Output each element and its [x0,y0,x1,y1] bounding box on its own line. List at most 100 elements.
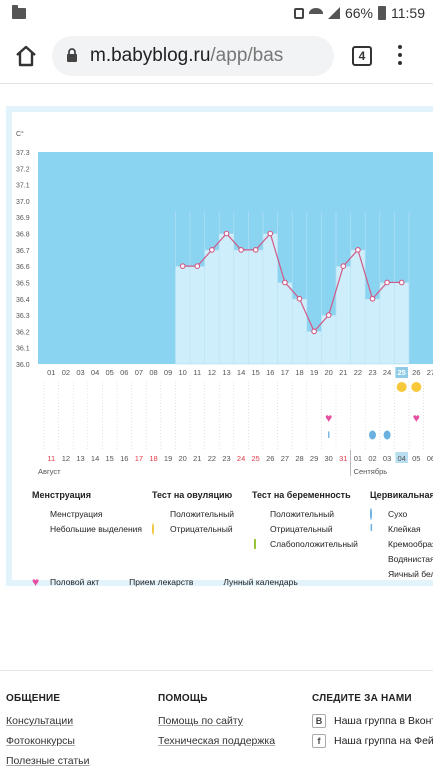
overflow-menu-icon[interactable] [397,45,403,67]
date-label: 14 [91,454,99,463]
footer-link-consultations[interactable]: Консультации [6,715,74,727]
legend-item: Слабоположительный [270,538,358,549]
y-tick-label: 36.0 [16,362,30,369]
legend-cervical-title: Цервикальная ж [370,490,433,500]
date-label: 02 [368,454,376,463]
y-tick-label: 36.1 [16,346,30,353]
url-host: m.babyblog.ru [90,45,211,66]
date-label: 26 [266,454,274,463]
y-tick-label: 36.5 [16,280,30,287]
temperature-point [340,263,347,270]
cycle-day-label: 21 [339,368,347,377]
cycle-day-label: 10 [179,368,187,377]
cycle-day-label: 19 [310,368,318,377]
footer-link-site-help[interactable]: Помощь по сайту [158,715,244,727]
y-tick-label: 37.2 [16,166,30,173]
legend-item: Прием лекарств [129,576,194,587]
cycle-day-label: 09 [164,368,172,377]
cycle-day-label: 14 [237,368,245,377]
current-day-highlight [395,367,408,378]
date-label: 22 [208,454,216,463]
home-icon[interactable] [14,44,38,68]
temperature-point [194,263,201,270]
legend-item: Кремообразн [388,538,433,549]
temperature-point [282,279,288,286]
legend-ovulation-test: Тест на овуляцию Положительный Отрицател… [152,490,234,536]
cycle-day-label: 25 [398,368,406,377]
date-label: 13 [76,454,84,463]
cycle-day-label: 22 [354,368,362,377]
legend-pregnancy-title: Тест на беременность [252,490,351,500]
temperature-point [238,246,244,253]
clock: 11:59 [391,5,425,21]
tabs-count-button[interactable]: 4 [352,46,372,66]
footer-link-facebook[interactable]: f Наша группа на Фейс [312,734,433,748]
cervical-watery-marker [383,430,391,440]
cycle-day-label: 13 [222,368,230,377]
date-label: 01 [354,454,362,463]
cervical-sticky-marker: I [327,430,330,440]
date-label: 20 [179,454,187,463]
date-label: 12 [62,454,70,463]
temperature-line [182,232,402,333]
sticky-icon: I [370,522,373,534]
month-label: Сентябрь [354,467,388,476]
date-label: 05 [412,454,420,463]
legend-bottom-row: ♥ Половой акт Прием лекарств Лунный кален… [32,574,298,589]
legend-ovulation-title: Тест на овуляцию [152,490,233,500]
y-tick-label: 37.1 [16,183,30,190]
cycle-day-label: 23 [368,368,376,377]
folder-icon [12,5,26,19]
legend-item: Половой акт [50,576,100,587]
cycle-day-label: 11 [193,368,201,377]
date-label: 11 [47,454,55,463]
y-tick-label: 36.7 [16,248,30,255]
date-label: 19 [164,454,172,463]
footer-link-tech-support[interactable]: Техническая поддержка [158,735,276,747]
current-date-highlight [395,452,408,463]
date-label: 28 [295,454,303,463]
cycle-day-label: 03 [76,368,84,377]
bbt-chart-panel: C° 37.3 37.2 37.1 37.0 36.9 36.8 36.7 36.6 36.5 36… [6,106,433,589]
date-label: 18 [149,454,157,463]
date-label: 03 [383,454,391,463]
footer-link-articles[interactable]: Полезные статьи [6,755,90,767]
site-footer: ОБЩЕНИЕ Консультации Фотоконкурсы Полезн… [0,670,433,770]
cycle-day-label: 15 [252,368,260,377]
legend-item: Водянистая [388,553,433,564]
legend-pregnancy-test: Тест на беременность Положительный Отриц… [252,490,358,551]
y-tick-label: 37.3 [16,150,30,157]
cycle-day-label: 04 [91,368,99,377]
temperature-point [311,328,317,335]
temperature-point [267,230,274,237]
month-label: Август [38,467,61,476]
footer-heading: СЛЕДИТЕ ЗА НАМИ [312,693,412,704]
footer-link-label: Наша группа в Вконт [334,715,433,727]
cycle-day-label: 06 [120,368,128,377]
footer-col-community: ОБЩЕНИЕ Консультации Фотоконкурсы Полезн… [6,693,90,770]
footer-link-vk[interactable]: В Наша группа в Вконт [312,714,433,728]
temperature-point [179,263,186,270]
date-label: 04 [398,454,406,463]
cycle-day-label: 02 [62,368,70,377]
temperature-point [223,230,230,237]
footer-heading: ПОМОЩЬ [158,693,208,704]
y-tick-label: 36.8 [16,232,30,239]
cycle-day-label: 27 [427,368,433,377]
lock-icon [67,48,77,62]
footer-heading: ОБЩЕНИЕ [6,693,61,704]
legend-item: Положительный [170,508,234,519]
date-label: 24 [237,454,245,463]
address-bar[interactable]: m.babyblog.ru/app/bas [52,36,334,76]
date-label: 15 [106,454,114,463]
y-tick-label: 36.6 [16,264,30,271]
status-bar: 66% 11:59 [0,0,433,28]
y-tick-label: 36.3 [16,313,30,320]
legend-item: Небольшие выделения [50,523,142,534]
y-tick-label: 37.0 [16,199,30,206]
footer-col-social: СЛЕДИТЕ ЗА НАМИ В Наша группа в Вконт f На… [312,693,433,754]
footer-col-help: ПОМОЩЬ Помощь по сайту Техническая подде… [158,693,275,754]
intercourse-heart-marker: ♥ [325,411,332,425]
temperature-point [369,295,376,302]
footer-link-photo-contests[interactable]: Фотоконкурсы [6,735,75,747]
